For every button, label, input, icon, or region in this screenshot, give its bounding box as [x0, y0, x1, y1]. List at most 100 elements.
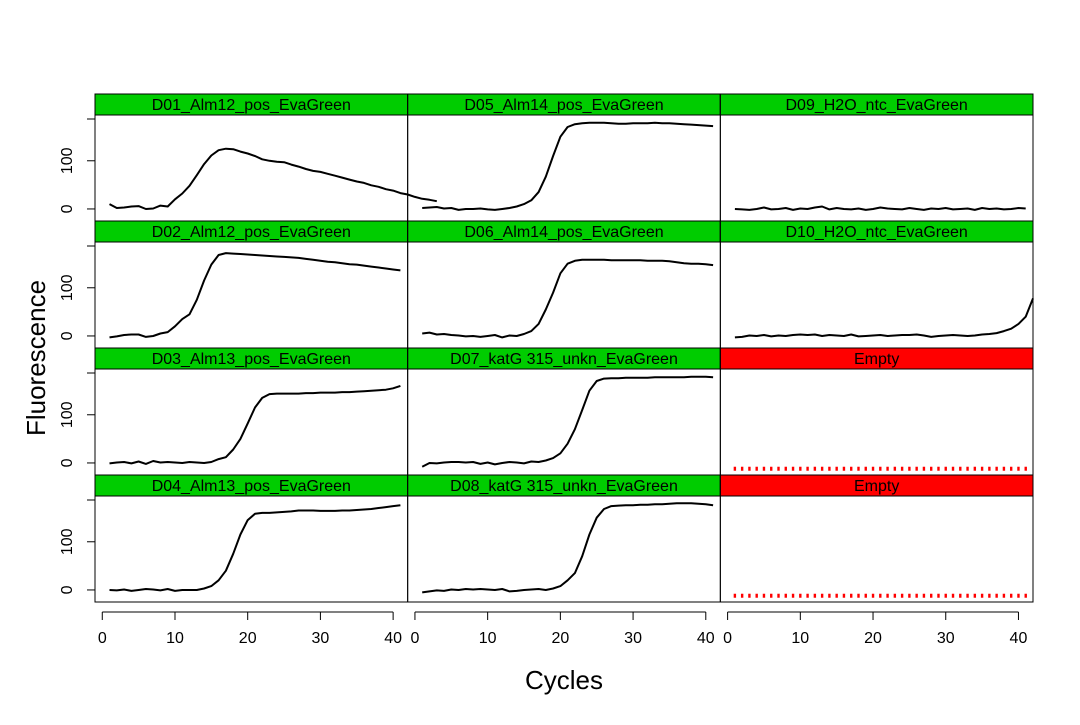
empty-marker [915, 466, 918, 471]
empty-marker [915, 593, 918, 598]
x-tick-label: 0 [723, 630, 732, 647]
empty-marker [806, 466, 809, 471]
y-tick-label: 100 [59, 147, 76, 174]
y-tick-label: 100 [59, 274, 76, 301]
empty-marker [864, 593, 867, 598]
series-line [422, 258, 714, 339]
empty-marker [733, 593, 737, 598]
series-line [734, 298, 1034, 339]
empty-marker [930, 466, 933, 471]
y-tick-label: 0 [59, 458, 76, 467]
empty-marker [777, 593, 780, 598]
empty-marker [828, 466, 831, 471]
empty-marker [770, 466, 773, 471]
empty-marker [886, 593, 889, 598]
y-tick-label: 100 [59, 528, 76, 555]
x-tick-label: 20 [239, 630, 257, 647]
empty-marker [900, 466, 904, 471]
panel-strip-label: D07_katG 315_unkn_EvaGreen [450, 351, 678, 368]
x-tick-label: 20 [551, 630, 569, 647]
series-line [109, 384, 401, 465]
empty-marker [806, 593, 809, 598]
empty-marker [937, 593, 940, 598]
empty-marker [733, 466, 737, 471]
empty-marker [879, 466, 882, 471]
series-line [109, 504, 401, 592]
empty-marker [1009, 593, 1013, 598]
empty-marker [864, 466, 867, 471]
empty-marker [762, 593, 766, 598]
panel-strip-label: D03_Alm13_pos_EvaGreen [152, 351, 351, 368]
empty-marker [988, 593, 991, 598]
x-tick-label: 10 [479, 630, 497, 647]
empty-marker [813, 593, 817, 598]
empty-marker [820, 593, 824, 598]
empty-marker [784, 466, 787, 471]
empty-marker [784, 593, 787, 598]
empty-marker [1002, 466, 1006, 471]
series-line [109, 147, 437, 210]
empty-marker [1017, 466, 1020, 471]
panel-strip-label: D09_H2O_ntc_EvaGreen [786, 97, 968, 114]
empty-marker [791, 593, 795, 598]
empty-marker [748, 466, 751, 471]
series-line [422, 121, 714, 211]
empty-marker [740, 466, 744, 471]
empty-marker [966, 593, 969, 598]
y-axis-title: Fluorescence [21, 280, 51, 436]
panel-strip-label: Empty [854, 478, 899, 495]
empty-marker [944, 466, 947, 471]
empty-marker [959, 466, 962, 471]
x-axis-title: Cycles [525, 665, 603, 695]
y-tick-label: 0 [59, 204, 76, 213]
empty-marker [922, 466, 926, 471]
empty-marker [995, 466, 998, 471]
empty-marker [777, 466, 780, 471]
empty-marker [1009, 466, 1013, 471]
panel-border [719, 474, 1034, 603]
empty-marker [799, 466, 802, 471]
series-line [734, 205, 1026, 211]
empty-marker [995, 593, 998, 598]
empty-marker [762, 466, 766, 471]
x-tick-label: 40 [697, 630, 715, 647]
empty-marker [871, 466, 875, 471]
empty-marker [1002, 593, 1006, 598]
empty-marker [755, 466, 758, 471]
empty-marker [857, 466, 860, 471]
empty-marker [973, 466, 977, 471]
x-tick-label: 40 [1010, 630, 1028, 647]
panel-strip-label: D01_Alm12_pos_EvaGreen [152, 97, 351, 114]
empty-marker [835, 466, 838, 471]
empty-marker [820, 466, 824, 471]
empty-marker [857, 593, 860, 598]
empty-marker [944, 593, 947, 598]
empty-marker [1024, 593, 1027, 598]
panel-strip-label: D06_Alm14_pos_EvaGreen [464, 224, 663, 241]
empty-marker [813, 466, 817, 471]
empty-marker [791, 466, 795, 471]
empty-marker [951, 466, 955, 471]
empty-marker [850, 593, 853, 598]
empty-marker [871, 593, 875, 598]
y-tick-label: 100 [59, 401, 76, 428]
empty-marker [770, 593, 773, 598]
panel-strip-label: Empty [854, 351, 899, 368]
x-tick-label: 30 [937, 630, 955, 647]
x-tick-label: 30 [312, 630, 330, 647]
empty-marker [748, 593, 751, 598]
empty-marker [980, 593, 984, 598]
empty-marker [1017, 593, 1020, 598]
empty-marker [973, 593, 977, 598]
empty-marker [908, 593, 911, 598]
empty-marker [893, 593, 897, 598]
empty-marker [930, 593, 933, 598]
empty-marker [886, 466, 889, 471]
empty-marker [842, 593, 846, 598]
x-tick-label: 40 [384, 630, 402, 647]
empty-marker [893, 466, 897, 471]
empty-marker [799, 593, 802, 598]
empty-marker [1024, 466, 1027, 471]
